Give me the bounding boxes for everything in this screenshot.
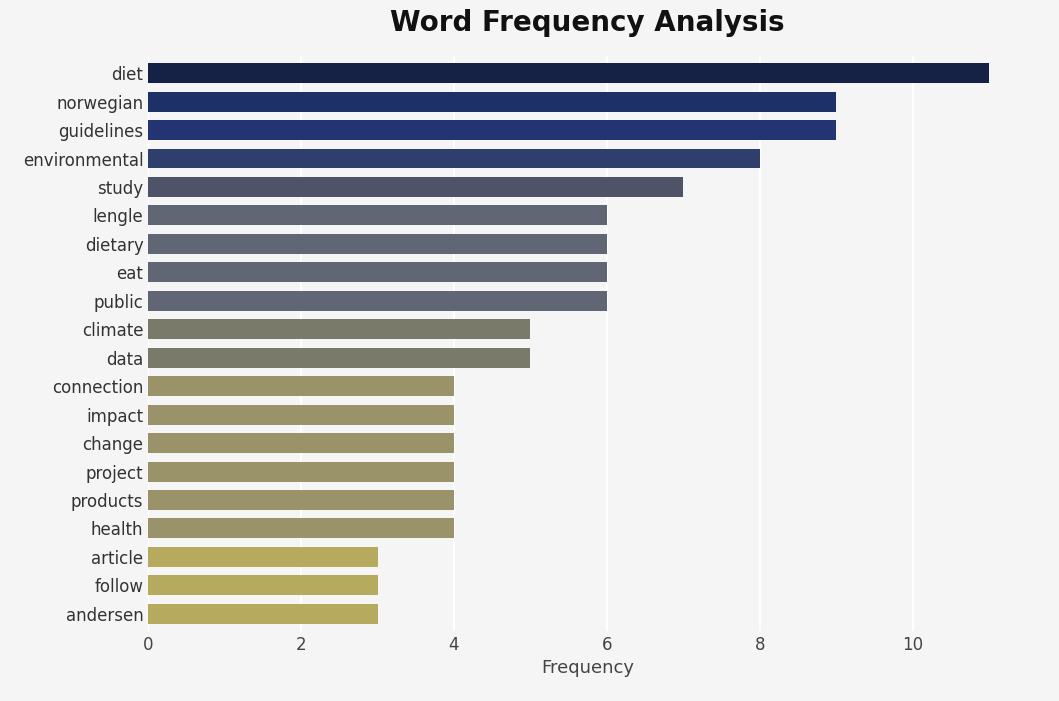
Bar [148,234,607,254]
Bar [148,205,607,226]
Bar [148,149,759,168]
Bar [148,177,683,197]
Bar [148,604,378,624]
Bar [148,461,454,482]
X-axis label: Frequency: Frequency [541,660,634,677]
Bar [148,376,454,396]
Bar [148,547,378,567]
Bar [148,92,837,111]
Title: Word Frequency Analysis: Word Frequency Analysis [391,9,785,37]
Bar [148,120,837,140]
Bar [148,63,989,83]
Bar [148,433,454,453]
Bar [148,319,531,339]
Bar [148,404,454,425]
Bar [148,519,454,538]
Bar [148,490,454,510]
Bar [148,348,531,368]
Bar [148,262,607,283]
Bar [148,576,378,595]
Bar [148,291,607,311]
